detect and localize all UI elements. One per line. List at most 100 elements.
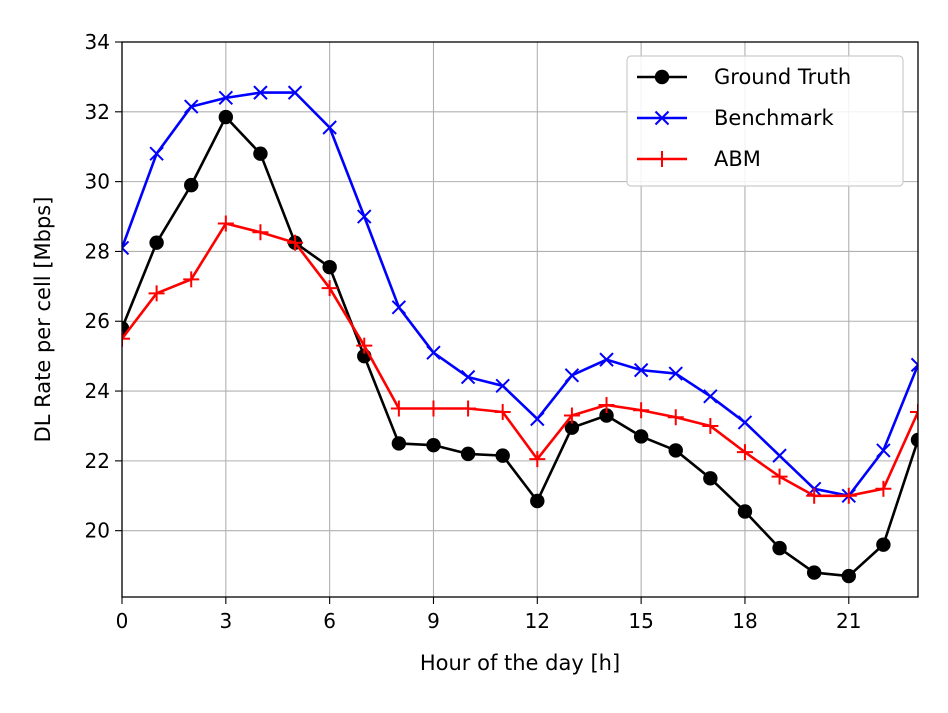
- marker-stroke: [253, 85, 268, 100]
- x-tick-label: 18: [732, 609, 757, 633]
- data-point: [564, 420, 580, 435]
- y-tick-label: 30: [85, 170, 110, 194]
- data-point: [218, 109, 234, 125]
- x-tick-label: 0: [116, 609, 129, 633]
- marker-stroke: [218, 90, 234, 106]
- data-point: [494, 404, 511, 420]
- data-point: [840, 487, 857, 504]
- legend-label: ABM: [714, 147, 761, 171]
- y-tick-label: 22: [85, 449, 110, 473]
- data-point: [563, 407, 580, 424]
- legend-entry: Benchmark: [637, 106, 834, 130]
- marker-stroke: [668, 366, 683, 381]
- data-point: [841, 568, 856, 584]
- data-point: [148, 285, 165, 302]
- data-point: [806, 565, 822, 580]
- marker-stroke: [564, 368, 580, 383]
- marker-stroke: [910, 357, 918, 367]
- data-point: [287, 234, 304, 251]
- marker-stroke: [391, 300, 407, 315]
- data-point: [737, 415, 753, 430]
- data-point: [495, 448, 510, 463]
- data-point: [529, 451, 546, 468]
- data-point: [875, 480, 892, 497]
- data-point: [253, 146, 268, 161]
- data-point: [599, 352, 614, 367]
- data-point: [321, 280, 338, 297]
- data-point: [149, 146, 164, 161]
- data-point: [390, 400, 407, 417]
- marker-stroke: [460, 369, 476, 385]
- plot-frame: [121, 41, 919, 598]
- data-point: [122, 330, 130, 347]
- y-tick-label: 32: [85, 100, 110, 124]
- data-point: [633, 362, 649, 378]
- data-point: [772, 540, 787, 556]
- x-tick-label: 9: [427, 609, 440, 633]
- x-tick-label: 12: [525, 609, 550, 633]
- legend-marker: [654, 151, 670, 167]
- marker-stroke: [654, 110, 670, 126]
- marker-stroke: [599, 352, 614, 367]
- data-point: [530, 493, 545, 509]
- data-point: [391, 300, 407, 315]
- data-point: [184, 177, 199, 193]
- data-point: [184, 99, 199, 114]
- legend-entry: ABM: [637, 147, 761, 171]
- data-point: [426, 345, 441, 360]
- y-tick-label: 26: [85, 309, 110, 333]
- marker-stroke: [322, 120, 337, 135]
- marker-stroke: [633, 362, 649, 378]
- data-point: [633, 402, 650, 419]
- series-ground-truth: [122, 109, 918, 584]
- data-point: [460, 400, 477, 417]
- x-tick-label: 15: [628, 609, 653, 633]
- data-point: [217, 215, 234, 232]
- marker-stroke: [772, 448, 787, 463]
- marker-stroke: [122, 240, 130, 250]
- data-point: [876, 443, 891, 458]
- data-point: [737, 504, 753, 519]
- data-point: [149, 235, 164, 250]
- data-point: [122, 240, 130, 256]
- series-abm: [122, 215, 918, 504]
- data-point: [287, 85, 303, 100]
- data-point: [599, 408, 614, 423]
- x-tick-label: 3: [219, 609, 232, 633]
- data-point: [806, 487, 823, 504]
- data-point: [668, 443, 683, 458]
- legend: Ground Truth Benchmark ABM: [626, 55, 904, 187]
- data-point: [598, 397, 615, 414]
- legend-box: [626, 55, 904, 187]
- axis-ticks: 0 3 6 9 12 15 18 21 20 22 24 26 28 30 32 34: [85, 30, 862, 633]
- data-point: [322, 259, 337, 275]
- x-tick-label: 6: [323, 609, 336, 633]
- x-axis-label: Hour of the day [h]: [420, 651, 620, 675]
- data-point: [668, 366, 683, 381]
- data-point: [564, 368, 580, 383]
- data-point: [530, 411, 545, 427]
- marker-stroke: [737, 415, 753, 430]
- data-point: [876, 537, 891, 552]
- data-point: [702, 417, 719, 434]
- marker-stroke: [495, 378, 510, 394]
- data-point: [460, 369, 476, 385]
- data-point: [356, 337, 373, 354]
- legend-marker: [654, 110, 670, 126]
- y-axis-label: DL Rate per cell [Mbps]: [31, 197, 55, 443]
- y-tick-label: 20: [85, 519, 110, 543]
- data-point: [425, 400, 442, 417]
- data-point: [218, 90, 234, 106]
- data-point: [703, 389, 718, 404]
- data-point: [391, 436, 407, 451]
- marker-stroke: [287, 85, 303, 100]
- data-point: [772, 448, 787, 463]
- marker-stroke: [426, 345, 441, 360]
- data-point: [771, 468, 788, 485]
- marker-stroke: [530, 411, 545, 427]
- marker-stroke: [357, 209, 372, 224]
- y-tick-label: 28: [85, 239, 110, 263]
- data-point: [633, 429, 649, 444]
- marker-stroke: [703, 389, 718, 404]
